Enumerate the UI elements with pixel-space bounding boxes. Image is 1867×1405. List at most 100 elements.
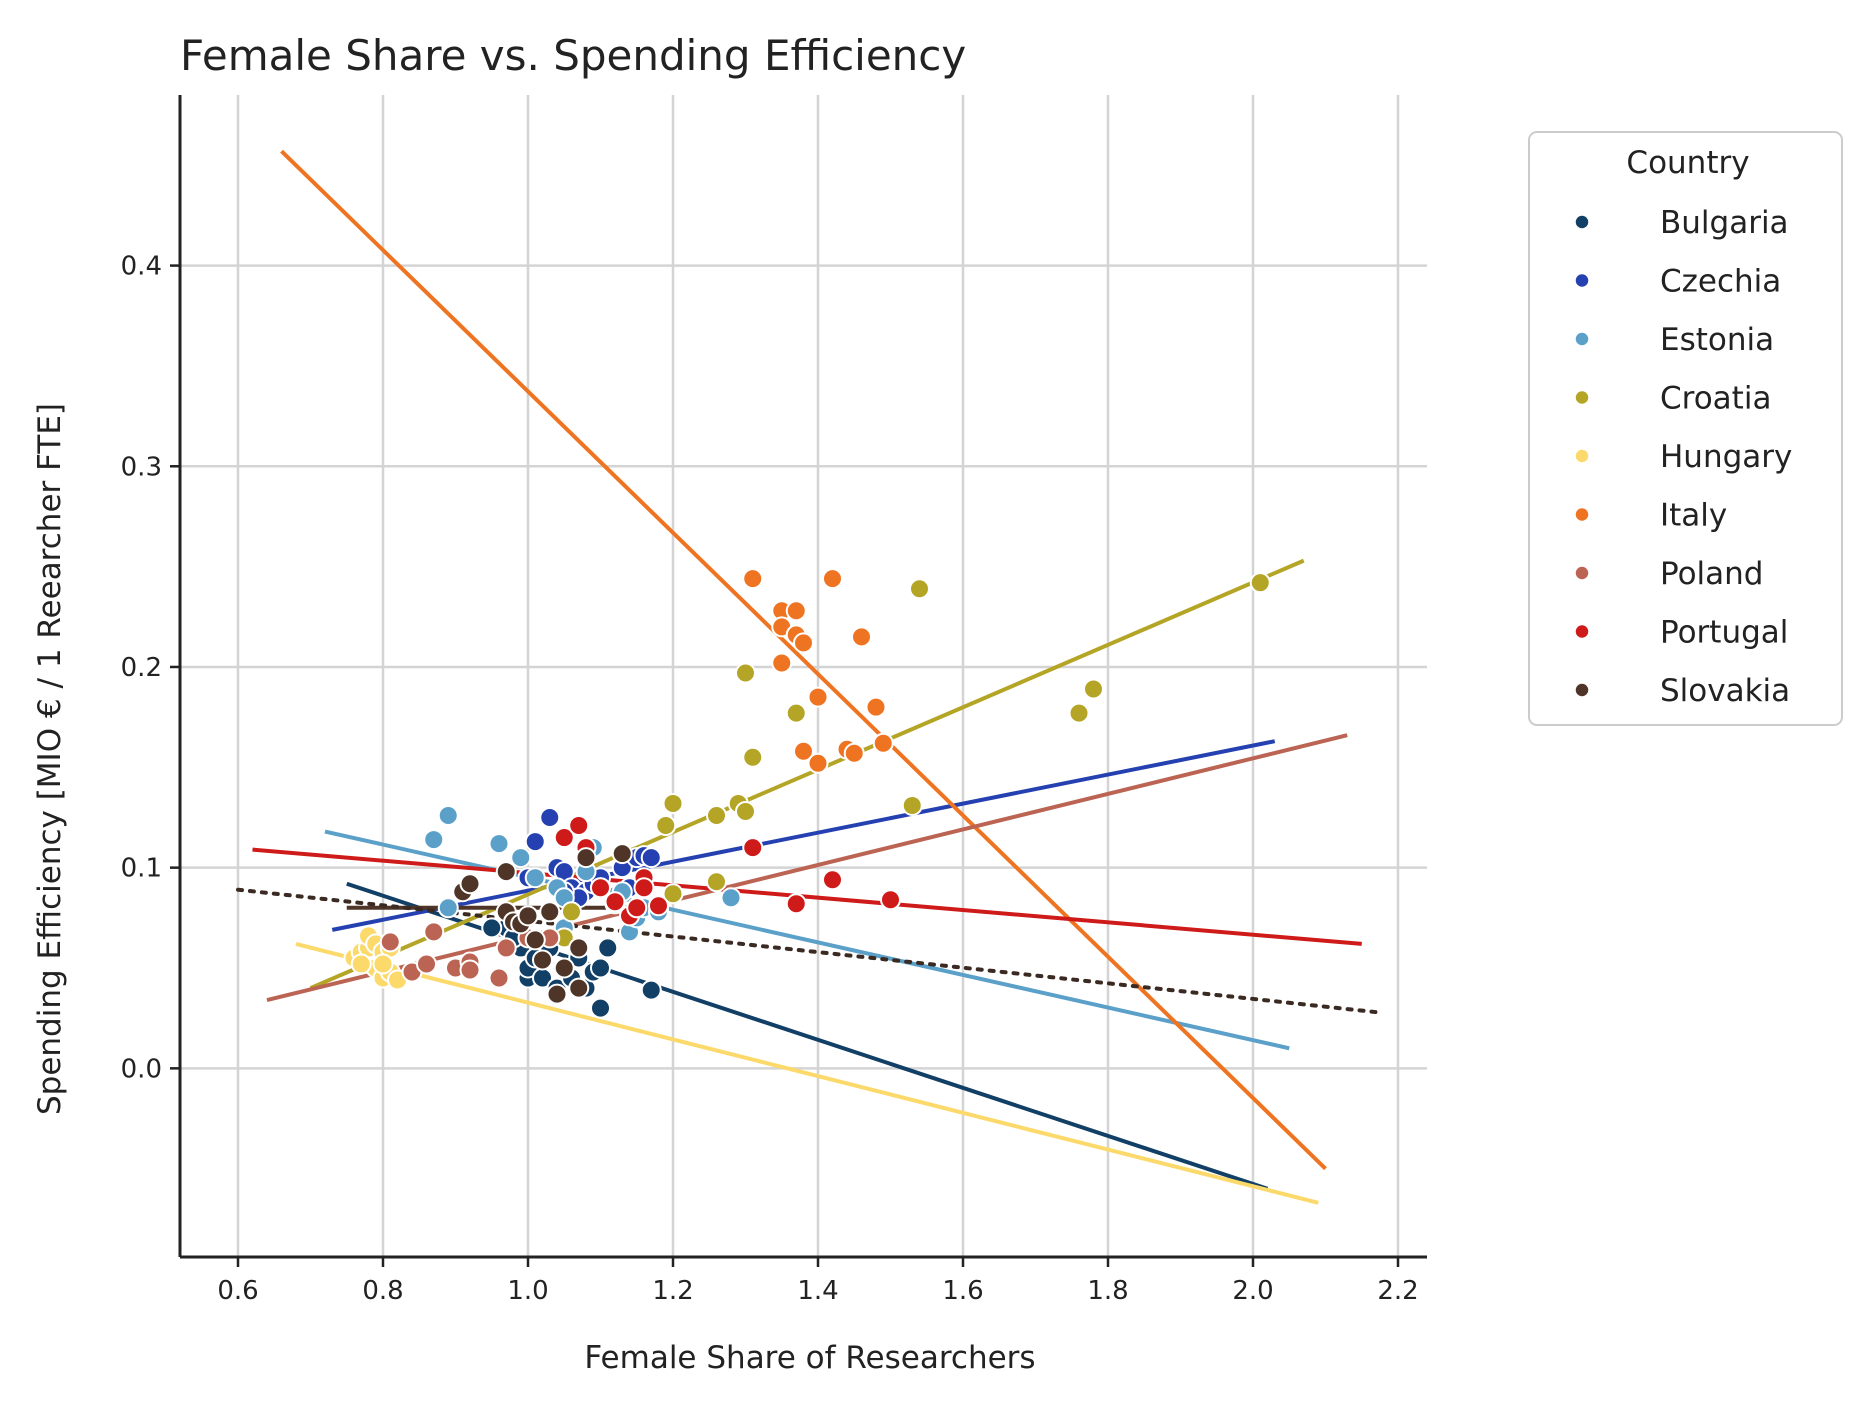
point-slovakia bbox=[575, 847, 597, 869]
y-tick-label: 0.2 bbox=[121, 653, 162, 683]
point-slovakia bbox=[553, 957, 575, 979]
trend-line-czechia bbox=[331, 739, 1276, 932]
point-italy bbox=[872, 732, 894, 754]
point-portugal bbox=[742, 837, 764, 859]
point-estonia bbox=[437, 897, 459, 919]
point-poland bbox=[416, 953, 437, 975]
point-slovakia bbox=[459, 873, 481, 895]
legend-marker-poland bbox=[1574, 565, 1590, 581]
point-portugal bbox=[590, 877, 611, 899]
legend-label-estonia: Estonia bbox=[1660, 322, 1774, 358]
point-italy bbox=[793, 632, 814, 654]
point-bulgaria bbox=[597, 937, 619, 959]
point-slovakia bbox=[539, 901, 561, 923]
point-bulgaria bbox=[590, 957, 611, 979]
y-tick-label: 0.4 bbox=[121, 252, 162, 282]
legend-label-poland: Poland bbox=[1660, 556, 1764, 592]
legend-label-portugal: Portugal bbox=[1660, 615, 1788, 651]
point-portugal bbox=[880, 889, 901, 911]
point-portugal bbox=[626, 897, 648, 919]
point-croatia bbox=[1249, 572, 1271, 594]
point-italy bbox=[851, 626, 872, 648]
point-slovakia bbox=[611, 843, 633, 865]
x-tick-label: 0.8 bbox=[362, 1276, 403, 1306]
point-portugal bbox=[568, 815, 590, 837]
legend: Country Bulgaria Czechia Estonia Croatia Hun… bbox=[1528, 131, 1843, 726]
x-axis-ticks: 0.6 0.8 1.0 1.2 1.4 1.6 1.8 2.0 2.2 bbox=[217, 1257, 1419, 1306]
x-tick-label: 1.0 bbox=[507, 1276, 548, 1306]
point-croatia bbox=[662, 883, 684, 905]
point-poland bbox=[495, 937, 517, 959]
point-italy bbox=[793, 740, 814, 762]
point-croatia bbox=[655, 815, 677, 837]
y-tick-label: 0.1 bbox=[121, 854, 162, 884]
point-portugal bbox=[633, 877, 655, 899]
point-bulgaria bbox=[481, 917, 503, 939]
point-italy bbox=[742, 568, 764, 590]
point-portugal bbox=[553, 827, 575, 849]
point-estonia bbox=[524, 867, 546, 889]
x-tick-label: 1.4 bbox=[797, 1276, 838, 1306]
point-italy bbox=[865, 696, 887, 718]
point-poland bbox=[423, 921, 445, 943]
legend-frame bbox=[1528, 131, 1843, 726]
point-portugal bbox=[648, 895, 669, 917]
point-czechia bbox=[524, 831, 546, 853]
legend-marker-hungary bbox=[1574, 448, 1590, 464]
y-tick-label: 0.0 bbox=[121, 1054, 162, 1084]
x-tick-label: 2.0 bbox=[1232, 1276, 1273, 1306]
legend-marker-slovakia bbox=[1574, 682, 1590, 698]
point-estonia bbox=[720, 887, 742, 909]
point-portugal bbox=[785, 893, 807, 915]
point-slovakia bbox=[524, 929, 546, 951]
point-portugal bbox=[604, 891, 626, 913]
x-tick-label: 1.8 bbox=[1087, 1276, 1128, 1306]
point-estonia bbox=[488, 833, 510, 855]
point-slovakia bbox=[568, 937, 590, 959]
legend-label-italy: Italy bbox=[1660, 498, 1727, 534]
point-slovakia bbox=[546, 983, 568, 1005]
point-croatia bbox=[706, 804, 727, 826]
chart-title: Female Share vs. Spending Efficiency bbox=[180, 31, 966, 80]
point-poland bbox=[488, 967, 510, 989]
point-estonia bbox=[423, 829, 445, 851]
legend-label-bulgaria: Bulgaria bbox=[1660, 205, 1789, 241]
point-croatia bbox=[706, 871, 727, 893]
point-poland bbox=[379, 931, 401, 953]
point-croatia bbox=[785, 702, 807, 724]
axes bbox=[178, 95, 1427, 1259]
legend-label-croatia: Croatia bbox=[1660, 381, 1771, 417]
point-croatia bbox=[742, 746, 764, 768]
point-slovakia bbox=[532, 949, 553, 971]
overall-trend-line bbox=[236, 887, 1379, 1015]
legend-marker-italy bbox=[1574, 506, 1590, 523]
point-poland bbox=[459, 959, 481, 981]
point-italy bbox=[807, 686, 829, 708]
x-tick-label: 2.2 bbox=[1377, 1276, 1418, 1306]
point-estonia bbox=[510, 847, 532, 869]
legend-marker-portugal bbox=[1574, 623, 1590, 640]
point-croatia bbox=[1083, 678, 1104, 700]
point-hungary bbox=[350, 953, 372, 975]
point-portugal bbox=[822, 869, 843, 891]
x-tick-label: 1.2 bbox=[652, 1276, 693, 1306]
point-italy bbox=[822, 568, 843, 590]
point-italy bbox=[807, 752, 829, 774]
point-slovakia bbox=[517, 905, 539, 927]
legend-marker-bulgaria bbox=[1574, 214, 1590, 230]
x-axis-label: Female Share of Researchers bbox=[584, 1340, 1035, 1376]
trend-line-portugal bbox=[252, 847, 1362, 946]
trend-lines bbox=[236, 149, 1379, 1205]
legend-marker-czechia bbox=[1574, 272, 1590, 289]
point-italy bbox=[843, 742, 865, 764]
point-croatia bbox=[735, 662, 756, 684]
point-croatia bbox=[1068, 702, 1090, 724]
point-croatia bbox=[662, 792, 684, 814]
point-slovakia bbox=[495, 861, 517, 883]
y-tick-label: 0.3 bbox=[121, 452, 162, 482]
legend-label-czechia: Czechia bbox=[1660, 264, 1781, 300]
point-bulgaria bbox=[590, 997, 611, 1019]
point-italy bbox=[785, 600, 807, 622]
point-bulgaria bbox=[640, 979, 662, 1001]
